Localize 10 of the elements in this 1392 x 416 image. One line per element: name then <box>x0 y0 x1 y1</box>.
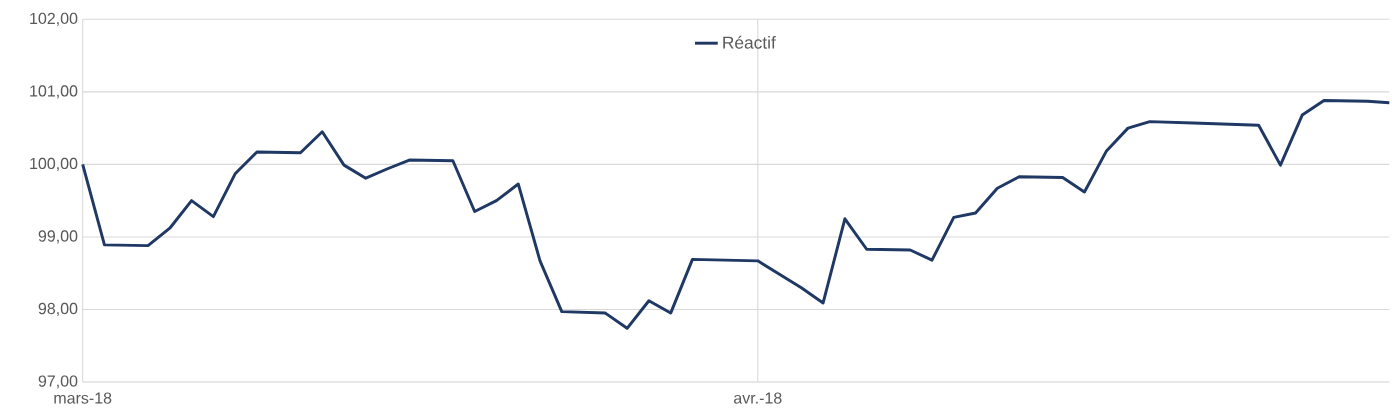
y-tick-label: 101,00 <box>30 85 78 99</box>
x-tick-label: mars-18 <box>54 392 112 404</box>
y-tick-label: 98,00 <box>38 302 78 317</box>
y-tick-label: 100,00 <box>30 157 78 171</box>
line-series <box>81 99 1391 330</box>
y-tick-label: 99,00 <box>38 230 78 244</box>
y-tick-label: 102,00 <box>30 12 78 26</box>
legend-label: Réactif <box>723 35 776 49</box>
y-tick-label: 97,00 <box>38 375 78 389</box>
x-tick-label: avr.-18 <box>734 392 782 404</box>
